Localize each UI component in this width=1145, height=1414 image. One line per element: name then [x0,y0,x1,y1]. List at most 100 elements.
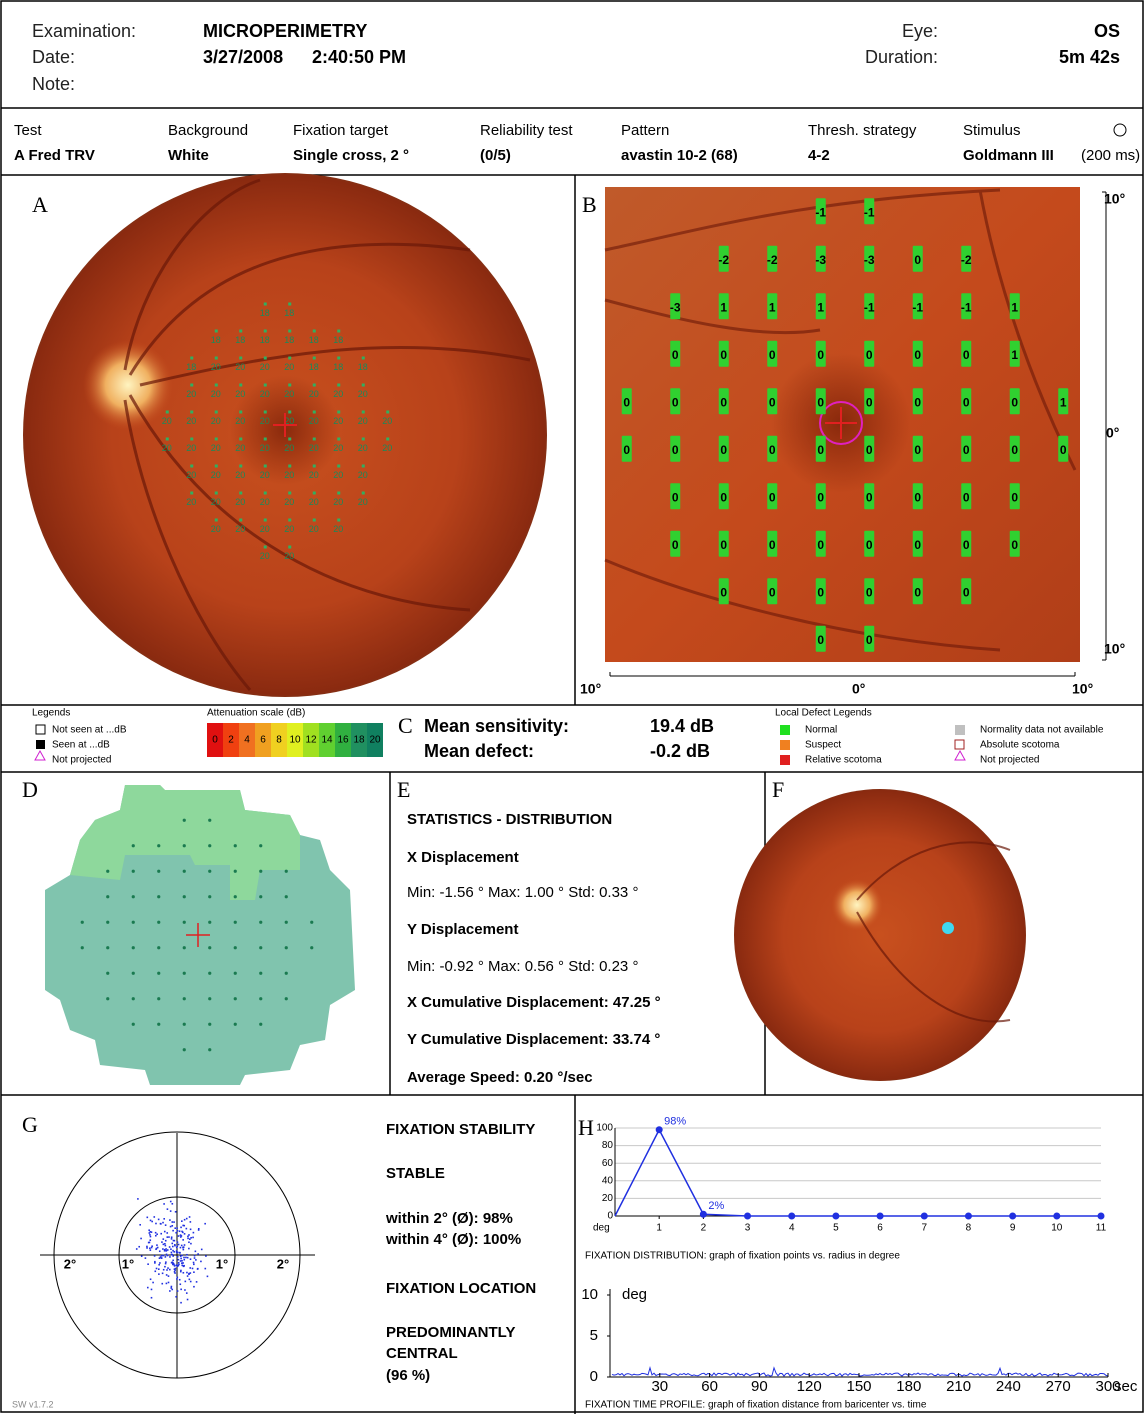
sensitivity-value: 20 [260,443,270,453]
map-point [310,920,314,924]
defect-value: 0 [914,395,921,409]
defect-value: -1 [815,205,826,219]
point-marker [288,437,292,441]
point-marker [263,464,267,468]
point-marker [1058,435,1069,462]
fixation-point [157,1218,160,1221]
label: Pattern [621,122,669,139]
label: 0° [1106,425,1119,441]
label: Legends [32,708,70,719]
fixation-point [160,1257,163,1259]
point-marker [190,491,194,495]
fixation-point [162,1238,165,1240]
defect-value: 0 [914,253,921,267]
defect-value: 0 [769,348,776,362]
label: Date: [32,47,75,67]
caption: FIXATION DISTRIBUTION: graph of fixation… [585,1251,900,1262]
map-point [208,1022,212,1026]
point-marker [239,518,243,522]
point-marker [214,329,218,333]
label: Mean defect: [424,741,534,761]
fixation-point [177,1243,180,1246]
point-marker [190,464,194,468]
sensitivity-value: 20 [186,497,196,507]
map-point [284,997,288,1001]
point-marker [288,383,292,387]
fixation-point [182,1224,184,1227]
point-marker [1009,293,1020,320]
sensitivity-value: 20 [358,470,368,480]
map-point [182,895,186,899]
point-marker [815,483,826,510]
scale-cell [303,723,319,757]
point-marker [214,491,218,495]
defect-value: 0 [720,490,727,504]
distribution-line [614,1128,1101,1217]
point-marker [312,464,316,468]
label: avastin 10-2 (68) [621,147,738,164]
fixation-point [180,1269,182,1272]
time-profile-trace [611,1366,1109,1377]
map-point [106,946,110,950]
point-marker [214,464,218,468]
point-marker [718,388,729,415]
x-tick-label: 60 [701,1378,718,1395]
fixation-point [183,1258,186,1261]
fixation-point [169,1268,171,1271]
fixation-point [179,1283,182,1286]
fixation-point [163,1248,166,1251]
fixation-point [167,1267,169,1269]
fixation-point [179,1255,182,1257]
point-marker [912,245,923,272]
point-marker [312,383,316,387]
point-marker [288,491,292,495]
point-marker [239,383,243,387]
fixation-point [186,1256,189,1259]
fixation-point [171,1288,174,1291]
sensitivity-value: 20 [309,416,319,426]
panel-letter: F [772,777,784,802]
point-marker [718,245,729,272]
sensitivity-value: 20 [211,443,221,453]
map-point [208,997,212,1001]
x-tick-label: 5 [833,1223,839,1234]
x-tick-label: 9 [1010,1223,1016,1234]
fixation-point [156,1233,158,1236]
defect-value: 0 [672,395,679,409]
fixation-point [151,1245,153,1248]
label: Fixation target [293,122,389,139]
map-point [106,971,110,975]
map-point [182,946,186,950]
fixation-point [154,1262,156,1264]
fixation-point [159,1222,162,1225]
defect-value: 1 [1011,300,1018,314]
y-tick-label: 80 [602,1140,614,1151]
defect-value: 1 [720,300,727,314]
y-unit: deg [622,1286,647,1303]
statistic: Y Cumulative Displacement: 33.74 ° [407,1031,660,1048]
sensitivity-value: 20 [235,416,245,426]
label: 10° [580,681,601,697]
fixation-point [159,1256,162,1258]
point-marker [239,437,243,441]
point-marker [961,435,972,462]
fundus-f [734,789,1026,1081]
fixation-point [170,1285,173,1288]
x-tick-label: 240 [996,1378,1021,1395]
fixation-point [159,1262,161,1264]
map-point [157,844,161,848]
point-marker [1009,340,1020,367]
defect-value: 0 [866,348,873,362]
point-marker [288,410,292,414]
fixation-point [152,1281,154,1284]
statistic: Min: -0.92 ° Max: 0.56 ° Std: 0.23 ° [407,958,638,975]
point-marker [718,530,729,557]
point-marker [337,383,341,387]
fixation-point [166,1254,169,1257]
point-marker [815,625,826,652]
defect-value: 0 [769,585,776,599]
fixation-point [183,1233,186,1235]
fixation-point [162,1254,165,1257]
defect-value: 0 [817,395,824,409]
scale-cell [271,723,287,757]
